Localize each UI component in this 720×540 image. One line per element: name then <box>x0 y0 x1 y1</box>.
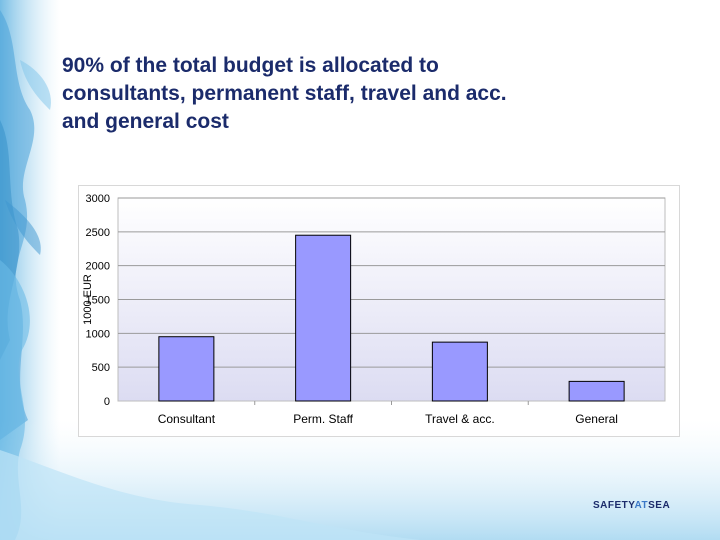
bar <box>295 234 352 402</box>
y-tick-label: 2500 <box>86 227 110 239</box>
bar <box>431 341 488 402</box>
title-line-3: and general cost <box>62 110 229 133</box>
x-tick-label: Travel & acc. <box>425 412 495 426</box>
bar <box>158 336 215 402</box>
x-tick-label: Consultant <box>158 412 216 426</box>
title-line-2: consultants, permanent staff, travel and… <box>62 82 507 105</box>
y-tick-label: 3000 <box>86 193 110 205</box>
y-tick-label: 500 <box>92 362 110 374</box>
y-tick-label: 2000 <box>86 261 110 273</box>
y-axis-label: 1000 EUR <box>82 274 94 325</box>
bar-chart: 0 500 1000 1500 2000 2500 3000 Consultant Perm.… <box>82 193 666 426</box>
chart-container: 0 500 1000 1500 2000 2500 3000 Consultant Perm.… <box>78 185 680 437</box>
y-tick-labels: 0 500 1000 1500 2000 2500 3000 <box>86 193 110 408</box>
bars <box>158 234 625 402</box>
y-tick-label: 1000 <box>86 328 110 340</box>
title-line-1: 90% of the total budget is allocated to <box>62 54 439 77</box>
x-tick-labels: Consultant Perm. Staff Travel & acc. Genera… <box>158 401 618 426</box>
y-tick-label: 0 <box>104 396 110 408</box>
y-tick-label: 1500 <box>86 295 110 307</box>
x-tick-label: General <box>575 412 618 426</box>
bar <box>568 380 625 402</box>
x-tick-label: Perm. Staff <box>293 412 353 426</box>
safety-at-sea-logo: SAFETYATSEA <box>593 500 671 511</box>
slide-title: 90% of the total budget is allocated to … <box>62 52 702 136</box>
